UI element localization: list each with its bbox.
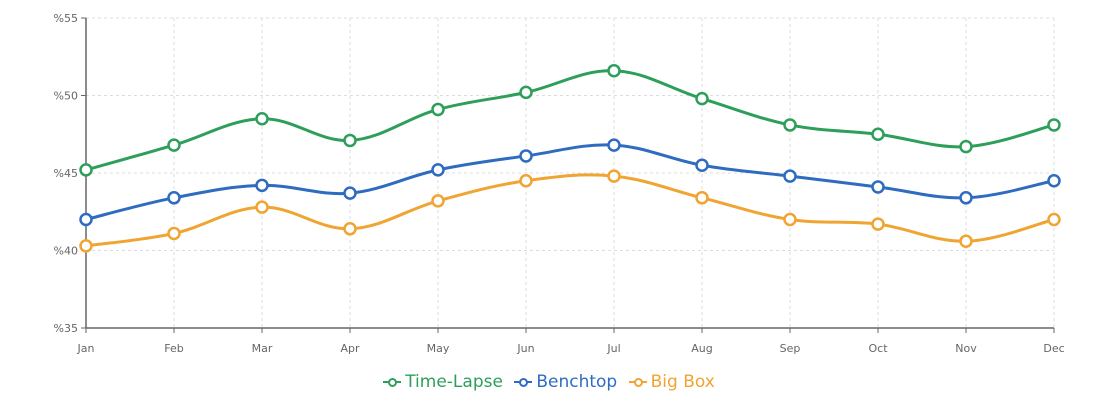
data-point-time-lapse-5	[519, 85, 533, 100]
data-point-time-lapse-7	[695, 91, 709, 106]
x-tick-label-1: Feb	[164, 342, 183, 355]
data-point-benchtop-7	[695, 158, 709, 172]
x-tick-label-11: Dec	[1043, 342, 1064, 355]
data-point-big-box-3	[343, 222, 357, 236]
data-point-time-lapse-3	[343, 133, 357, 148]
data-point-time-lapse-11	[1047, 118, 1061, 132]
data-point-big-box-6	[607, 169, 621, 183]
legend-marker-big-box	[628, 377, 647, 387]
data-point-benchtop-11	[1047, 174, 1061, 188]
data-point-benchtop-3	[343, 186, 357, 200]
data-point-big-box-7	[695, 191, 709, 205]
data-point-benchtop-8	[783, 169, 797, 183]
data-point-big-box-10	[959, 234, 973, 248]
legend-label-time-lapse: Time-Lapse	[405, 372, 503, 392]
y-tick-label-1: %40	[54, 245, 78, 258]
data-point-time-lapse-9	[871, 127, 885, 141]
x-tick-label-2: Mar	[252, 342, 273, 355]
data-point-benchtop-0	[79, 212, 93, 227]
data-point-big-box-8	[783, 212, 797, 227]
data-point-time-lapse-8	[783, 118, 797, 132]
data-point-big-box-0	[79, 239, 93, 253]
data-point-benchtop-5	[519, 149, 533, 163]
data-point-time-lapse-4	[431, 102, 445, 117]
data-point-benchtop-4	[431, 163, 445, 177]
series-line-benchtop	[85, 143, 1055, 221]
data-point-big-box-5	[519, 174, 533, 188]
data-point-benchtop-2	[255, 178, 269, 193]
y-tick-label-3: %50	[54, 90, 78, 103]
series-line-time-lapse	[85, 69, 1055, 172]
x-tick-label-9: Oct	[868, 342, 888, 355]
x-tick-label-7: Aug	[691, 342, 712, 355]
legend-marker-benchtop	[514, 377, 533, 387]
data-point-big-box-9	[871, 217, 885, 231]
data-point-benchtop-6	[607, 138, 621, 152]
data-point-benchtop-10	[959, 191, 973, 205]
data-point-time-lapse-6	[607, 63, 621, 78]
x-tick-label-0: Jan	[77, 342, 95, 355]
legend-item-big-box[interactable]: Big Box	[628, 372, 715, 392]
data-point-big-box-1	[167, 226, 181, 241]
y-tick-label-0: %35	[54, 322, 78, 335]
x-tick-label-3: Apr	[340, 342, 360, 355]
y-tick-label-4: %55	[54, 12, 78, 25]
data-point-big-box-2	[255, 200, 269, 214]
data-point-big-box-4	[431, 194, 445, 208]
data-point-benchtop-1	[167, 191, 181, 205]
legend-label-benchtop: Benchtop	[536, 372, 618, 392]
data-point-time-lapse-1	[167, 138, 181, 152]
data-point-benchtop-9	[871, 180, 885, 194]
chart-legend: Time-Lapse Benchtop Big Box	[0, 372, 1098, 392]
data-point-time-lapse-0	[79, 163, 93, 177]
data-point-time-lapse-10	[959, 139, 973, 154]
series-line-big-box	[85, 173, 1055, 248]
legend-item-time-lapse[interactable]: Time-Lapse	[383, 372, 503, 392]
x-tick-label-6: Jul	[606, 342, 620, 355]
x-tick-label-8: Sep	[780, 342, 801, 355]
y-tick-label-2: %45	[54, 167, 78, 180]
legend-marker-time-lapse	[383, 377, 402, 387]
legend-label-big-box: Big Box	[650, 372, 715, 392]
data-point-big-box-11	[1047, 212, 1061, 227]
x-tick-label-10: Nov	[955, 342, 977, 355]
data-point-time-lapse-2	[255, 112, 269, 126]
x-tick-label-4: May	[427, 342, 450, 355]
line-chart: %35 %40 %45 %50 %55 Jan Feb Mar Apr May Jun Jul Aug S…	[54, 12, 1065, 355]
legend-item-benchtop[interactable]: Benchtop	[514, 372, 617, 392]
x-tick-label-5: Jun	[516, 342, 534, 355]
